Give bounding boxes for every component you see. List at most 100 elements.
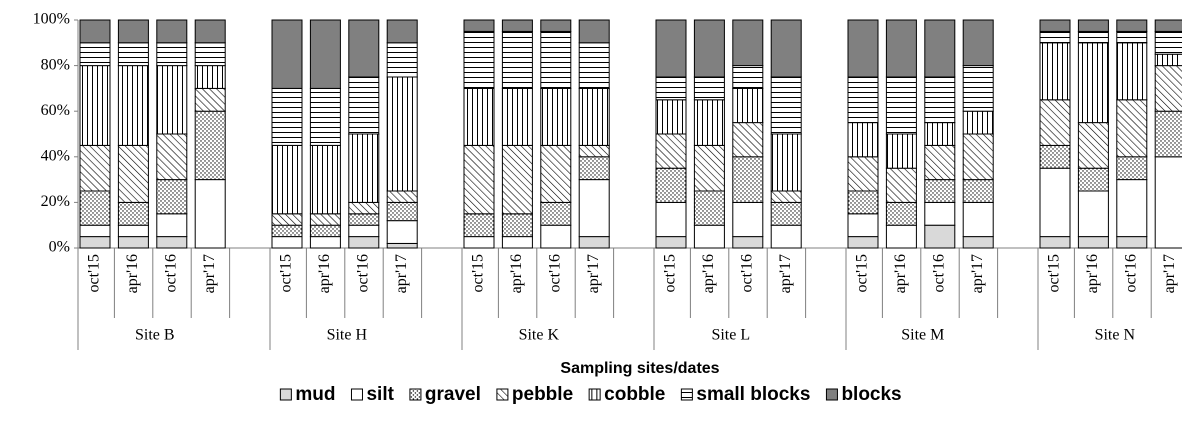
bar-segment	[655, 76, 687, 101]
bar-segment	[271, 19, 303, 89]
bar-segment	[1154, 30, 1182, 55]
bar-segment	[578, 236, 610, 249]
bar-segment	[732, 65, 764, 89]
x-tick-label: apr'16	[892, 254, 909, 293]
bar-segment	[1077, 167, 1109, 192]
bar-segment	[79, 42, 111, 67]
group-label: Site K	[519, 327, 560, 344]
bar-segment	[1154, 19, 1182, 32]
legend-label: mud	[295, 384, 335, 405]
bar-segment	[578, 144, 610, 158]
bar-segment	[1116, 99, 1148, 158]
bar-segment	[348, 213, 380, 226]
bar-segment	[79, 236, 111, 249]
x-tick-label: apr'16	[316, 254, 333, 293]
x-tick-label: apr'17	[393, 254, 410, 293]
bar-segment	[962, 236, 994, 249]
bar-segment	[156, 179, 188, 215]
legend-swatch	[825, 388, 838, 401]
bar-segment	[1077, 19, 1109, 32]
legend-swatch	[588, 388, 601, 401]
bar-segment	[655, 201, 687, 238]
group-label: Site L	[711, 327, 750, 344]
legend: mud silt gravel pebble cobble small blocks blo…	[279, 384, 902, 405]
bar-segment	[117, 224, 149, 238]
group-label: Site M	[901, 327, 944, 344]
bar-segment	[309, 213, 341, 226]
bar-segment	[885, 167, 917, 203]
x-tick-label: oct'16	[930, 254, 947, 292]
bar-segment	[271, 224, 303, 238]
bar-segment	[693, 144, 725, 192]
bar-segment	[847, 122, 879, 158]
bar-segment	[194, 42, 226, 67]
legend-swatch	[279, 388, 292, 401]
bar-segment	[117, 144, 149, 203]
bar-segment	[386, 242, 418, 249]
bar-segment	[348, 133, 380, 203]
bar-segment	[501, 236, 533, 249]
bar-segment	[386, 19, 418, 44]
bar-segment	[117, 201, 149, 226]
bar-segment	[732, 156, 764, 203]
bar-segment	[732, 19, 764, 67]
x-tick-label: oct'15	[1046, 254, 1063, 292]
bar-segment	[79, 144, 111, 192]
bar-segment	[348, 76, 380, 135]
bar-segment	[847, 76, 879, 124]
bar-segment	[1077, 42, 1109, 124]
bar-segment	[156, 42, 188, 67]
bar-segment	[501, 30, 533, 89]
bar-segment	[1039, 99, 1071, 146]
bar-segment	[732, 122, 764, 158]
bar-segment	[540, 19, 572, 32]
y-tick-label: 40%	[41, 147, 70, 164]
group-label: Site N	[1095, 327, 1136, 344]
bar-segment	[386, 201, 418, 222]
bar-segment	[156, 19, 188, 44]
bar-segment	[79, 65, 111, 146]
x-tick-label: apr'17	[201, 254, 218, 293]
bar-segment	[1116, 156, 1148, 181]
bar-segment	[693, 99, 725, 146]
legend-label: small blocks	[696, 384, 810, 405]
bar-segment	[962, 110, 994, 135]
bar-segment	[194, 19, 226, 44]
bar-segment	[693, 190, 725, 226]
bar-segment	[1039, 236, 1071, 249]
bar-segment	[693, 224, 725, 249]
bar-segment	[1154, 110, 1182, 158]
bar-segment	[1077, 30, 1109, 44]
bar-segment	[386, 76, 418, 192]
legend-label: blocks	[841, 384, 901, 405]
bar-segment	[194, 179, 226, 249]
legend-label: silt	[366, 384, 394, 405]
bar-segment	[540, 224, 572, 249]
x-tick-label: oct'16	[738, 254, 755, 292]
x-tick-label: apr'17	[585, 254, 602, 293]
bar-segment	[463, 213, 495, 238]
bar-segment	[309, 19, 341, 89]
bar-segment	[501, 87, 533, 146]
bar-segment	[885, 201, 917, 226]
bar-segment	[732, 201, 764, 238]
bar-segment	[1077, 190, 1109, 238]
bar-segment	[79, 190, 111, 226]
x-tick-label: apr'16	[124, 254, 141, 293]
bar-segment	[962, 201, 994, 238]
bar-segment	[693, 19, 725, 78]
group-label: Site B	[135, 327, 175, 344]
bar-segment	[463, 30, 495, 89]
bar-segment	[847, 190, 879, 215]
bar-segment	[1116, 236, 1148, 249]
x-tick-label: apr'17	[1161, 254, 1178, 293]
x-tick-label: apr'17	[777, 254, 794, 293]
bar-segment	[1154, 156, 1182, 249]
group-label: Site H	[327, 327, 368, 344]
bar-segment	[1116, 19, 1148, 32]
bar-segment	[655, 99, 687, 135]
bar-segment	[194, 65, 226, 89]
y-tick-label: 20%	[41, 193, 70, 210]
x-tick-label: oct'15	[278, 254, 295, 292]
